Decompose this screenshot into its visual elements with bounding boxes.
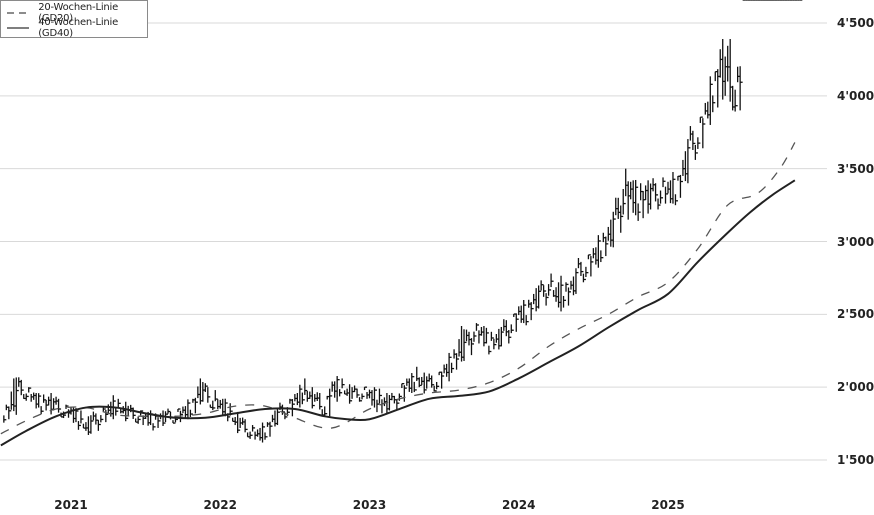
y-tick-label: 3'500 bbox=[837, 161, 874, 176]
legend-label-gd20: 20-Wochen-Linie (GD20) bbox=[38, 2, 119, 24]
dashed-line-icon bbox=[7, 12, 30, 14]
y-tick-label: 2'500 bbox=[837, 307, 874, 322]
x-tick-label: 2022 bbox=[203, 498, 237, 512]
y-tick-label: 1'500 bbox=[837, 453, 874, 467]
y-tick-label: 4'500 bbox=[837, 16, 874, 30]
gd20-line bbox=[0, 142, 796, 435]
price-bars bbox=[3, 0, 803, 443]
x-tick-label: 2021 bbox=[54, 498, 88, 512]
legend-label-gd40: 40-Wochen-Linie (GD40) bbox=[38, 17, 119, 39]
x-tick-label: 2024 bbox=[502, 498, 536, 512]
legend-item-gd40: 40-Wochen-Linie (GD40) bbox=[7, 17, 147, 39]
grid-lines bbox=[0, 22, 827, 461]
y-tick-label: 4'000 bbox=[837, 88, 874, 103]
y-tick-label: 3'000 bbox=[837, 234, 874, 249]
solid-line-icon bbox=[7, 27, 30, 29]
legend: 20-Wochen-Linie (GD20) 40-Wochen-Linie (… bbox=[0, 0, 148, 39]
legend-item-gd20: 20-Wochen-Linie (GD20) bbox=[7, 2, 147, 24]
gd40-line bbox=[0, 179, 796, 447]
y-tick-label: 2'000 bbox=[837, 380, 874, 395]
x-tick-label: 2025 bbox=[651, 498, 685, 512]
x-tick-label: 2023 bbox=[352, 498, 387, 512]
